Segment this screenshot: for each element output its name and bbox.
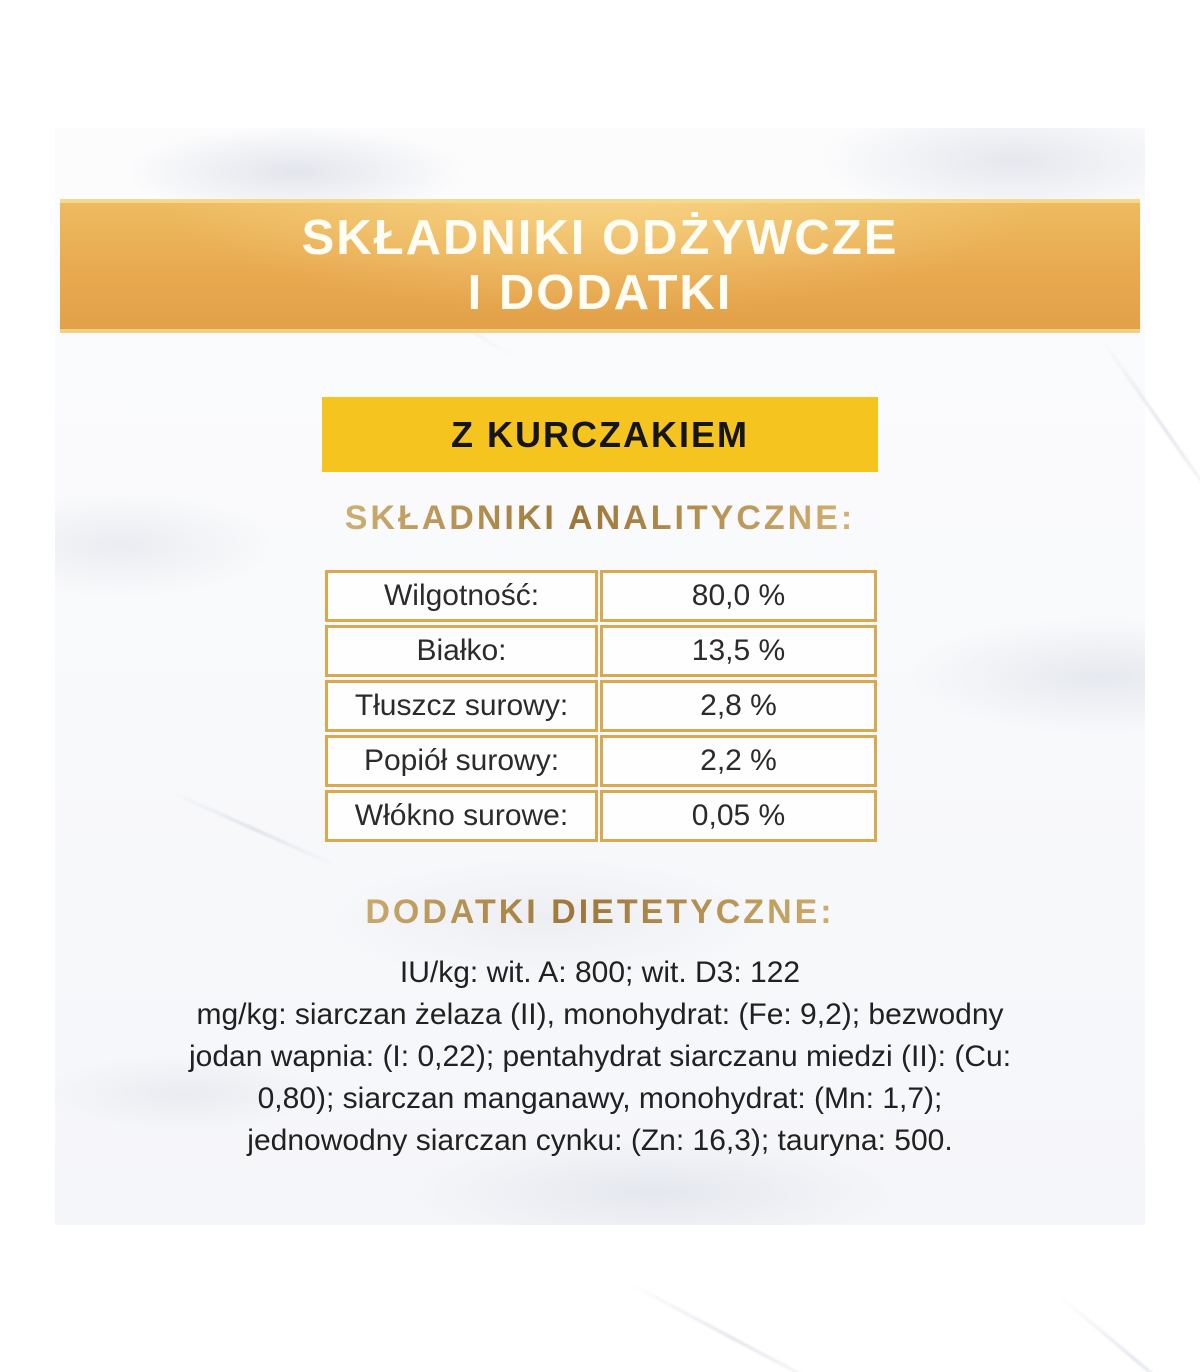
- table-cell-label: Białko:: [325, 625, 598, 677]
- marble-vein: [628, 1281, 842, 1372]
- marble-vein: [172, 791, 338, 868]
- table-cell-label: Tłuszcz surowy:: [325, 680, 598, 732]
- table-cell-label: Wilgotność:: [325, 570, 598, 622]
- analytical-components-table: Wilgotność: 80,0 % Białko: 13,5 % Tłuszc…: [325, 570, 877, 842]
- table-row: Wilgotność: 80,0 %: [325, 570, 877, 622]
- additives-line: jednowodny siarczan cynku: (Zn: 16,3); t…: [247, 1124, 953, 1157]
- table-cell-value: 80,0 %: [600, 570, 877, 622]
- table-cell-label: Popiół surowy:: [325, 735, 598, 787]
- additives-line: IU/kg: wit. A: 800; wit. D3: 122: [399, 956, 801, 989]
- table-cell-value: 13,5 %: [600, 625, 877, 677]
- table-cell-value: 2,8 %: [600, 680, 877, 732]
- dietary-additives-text: IU/kg: wit. A: 800; wit. D3: 122 mg/kg: …: [100, 952, 1100, 1162]
- main-title-banner: SKŁADNIKI ODŻYWCZE I DODATKI: [60, 199, 1140, 333]
- table-row: Popiół surowy: 2,2 %: [325, 735, 877, 787]
- table-row: Białko: 13,5 %: [325, 625, 877, 677]
- variant-banner: Z KURCZAKIEM: [322, 397, 878, 472]
- variant-label: Z KURCZAKIEM: [451, 413, 749, 455]
- main-title-line2: I DODATKI: [467, 266, 733, 320]
- dietary-additives-heading: DODATKI DIETETYCZNE:: [0, 893, 1200, 932]
- analytical-components-heading: SKŁADNIKI ANALITYCZNE:: [0, 499, 1200, 538]
- table-cell-label: Włókno surowe:: [325, 790, 598, 842]
- table-row: Tłuszcz surowy: 2,8 %: [325, 680, 877, 732]
- table-row: Włókno surowe: 0,05 %: [325, 790, 877, 842]
- table-cell-value: 2,2 %: [600, 735, 877, 787]
- additives-line: jodan wapnia: (I: 0,22); pentahydrat sia…: [188, 1040, 1012, 1073]
- marble-vein: [1057, 1294, 1200, 1372]
- additives-line: mg/kg: siarczan żelaza (II), monohydrat:…: [196, 998, 1004, 1031]
- marble-vein: [1100, 338, 1200, 521]
- main-title-line1: SKŁADNIKI ODŻYWCZE: [301, 211, 899, 265]
- additives-line: 0,80); siarczan manganawy, monohydrat: (…: [257, 1082, 943, 1115]
- table-cell-value: 0,05 %: [600, 790, 877, 842]
